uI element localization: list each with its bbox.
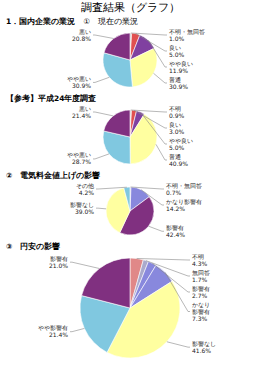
svg-text:やや悪い30.9%: やや悪い30.9% [67,75,91,89]
svg-text:影響有42.4%: 影響有42.4% [166,224,185,238]
svg-text:普通40.9%: 普通40.9% [169,153,188,167]
svg-text:やや良い5.0%: やや良い5.0% [169,137,193,151]
html-text:1．国内企業の業況: 1．国内企業の業況 [6,17,76,26]
svg-text:かなり影響有14.2%: かなり影響有14.2% [166,198,202,212]
svg-text:良い5.0%: 良い5.0% [169,44,185,58]
svg-text:やや影響有21.4%: やや影響有21.4% [38,324,68,338]
svg-text:影響なし41.6%: 影響なし41.6% [192,340,216,354]
svg-text:悪い21.4%: 悪い21.4% [72,105,91,119]
svg-text:不明0.9%: 不明0.9% [169,105,185,119]
svg-text:良い3.0%: 良い3.0% [169,121,185,135]
svg-text:普通30.9%: 普通30.9% [169,76,188,90]
svg-text:かなり影響有7.3%: かなり影響有7.3% [192,301,210,322]
svg-text:不明・無回答0.7%: 不明・無回答0.7% [166,182,202,196]
svg-text:影響有21.0%: 影響有21.0% [49,255,68,269]
svg-text:やや良い11.9%: やや良い11.9% [169,60,193,74]
svg-text:影響有2.7%: 影響有2.7% [192,285,210,299]
svg-text:無回答1.7%: 無回答1.7% [192,269,210,283]
html-text:① 現在の業況: ① 現在の業況 [83,17,138,26]
html-text:② 電気料金値上げの影響: ② 電気料金値上げの影響 [6,171,101,180]
svg-text:不明4.3%: 不明4.3% [192,253,208,267]
svg-text:不明・無回答1.0%: 不明・無回答1.0% [169,28,205,42]
html-text:③ 円安の影響: ③ 円安の影響 [6,242,61,251]
svg-text:悪い20.8%: 悪い20.8% [72,28,91,42]
html-text:調査結果（グラフ）: 調査結果（グラフ） [80,1,180,14]
svg-text:やや悪い28.7%: やや悪い28.7% [67,151,91,165]
svg-text:その他4.2%: その他4.2% [76,182,94,196]
svg-text:影響なし39.0%: 影響なし39.0% [70,201,94,215]
html-text:【参考】平成24年度調査: 【参考】平成24年度調査 [6,94,97,103]
